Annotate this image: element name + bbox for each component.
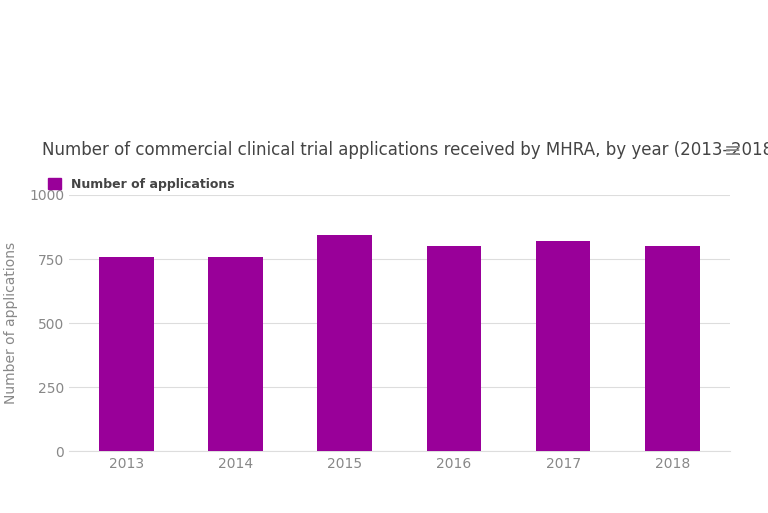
Text: Number of commercial clinical trial applications received by MHRA, by year (2013: Number of commercial clinical trial appl…: [42, 141, 768, 159]
Bar: [645, 246, 700, 451]
Text: ≡: ≡: [723, 141, 741, 161]
Bar: [317, 235, 372, 451]
Bar: [536, 241, 591, 451]
Legend: Number of applications: Number of applications: [48, 178, 234, 191]
Bar: [99, 256, 154, 451]
Bar: [208, 258, 263, 451]
Bar: [427, 246, 482, 451]
Y-axis label: Number of applications: Number of applications: [4, 242, 18, 404]
